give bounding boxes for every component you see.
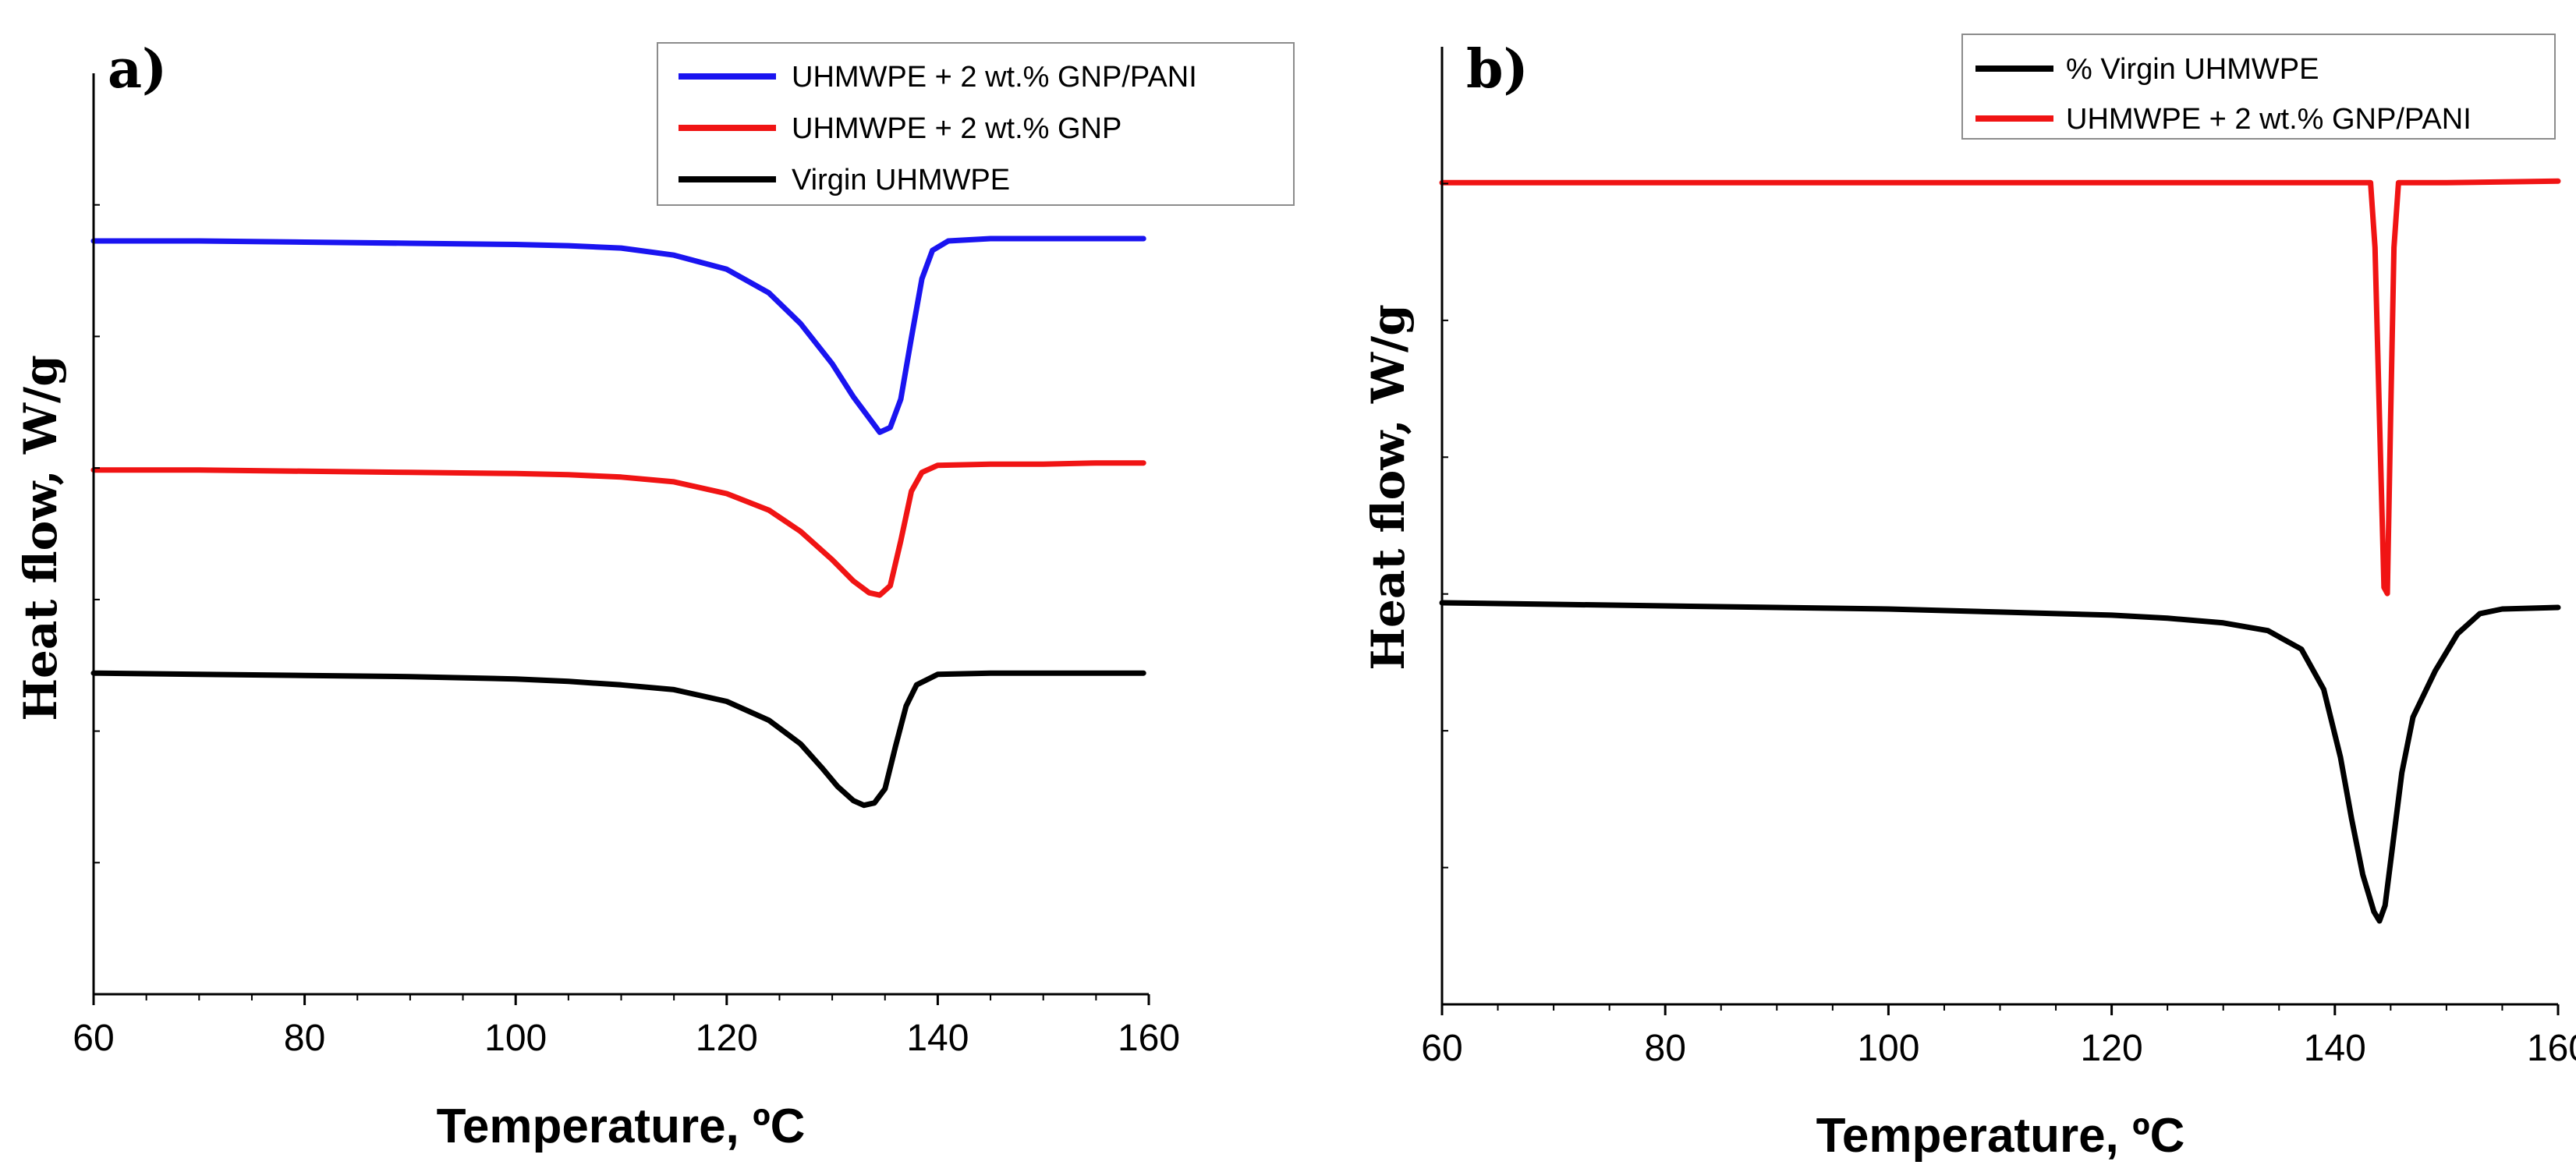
panel-b-y-axis-title: Heat flow, W/g xyxy=(1362,304,1415,671)
panel-a-x-tick-label: 140 xyxy=(906,1018,969,1059)
panel-a-label: a) xyxy=(108,38,167,101)
panel-b-x-tick-label: 80 xyxy=(1645,1028,1686,1069)
panel-b-x-tick-label: 140 xyxy=(2304,1028,2366,1069)
panel-a-legend-label-1: UHMWPE + 2 wt.% GNP/PANI xyxy=(792,61,1197,94)
panel-a-legend-items: UHMWPE + 2 wt.% GNP/PANI UHMWPE + 2 wt.% … xyxy=(679,61,1197,197)
panel-b-ticks: 60 80 100 120 140 160 xyxy=(1421,182,2576,1069)
panel-a-x-axis-title: Temperature, ºC xyxy=(437,1099,806,1153)
panel-a-series-line-1 xyxy=(90,235,1146,435)
panel-a-series-line-2 xyxy=(90,460,1146,598)
panel-a-legend-label-2: UHMWPE + 2 wt.% GNP xyxy=(792,112,1121,145)
panel-a-series-line-3 xyxy=(90,670,1146,809)
panel-b-series-line-1 xyxy=(1439,600,2561,924)
panel-b-series-layer xyxy=(1439,178,2561,924)
panel-a-legend: UHMWPE + 2 wt.% GNP/PANI UHMWPE + 2 wt.% … xyxy=(657,42,1295,206)
panel-a-x-tick-label: 100 xyxy=(484,1018,547,1059)
panel-b-x-tick-label: 160 xyxy=(2527,1028,2576,1069)
panel-a-ticks: 60 80 100 120 140 160 xyxy=(73,204,1180,1059)
panel-a-legend-label-3: Virgin UHMWPE xyxy=(792,164,1010,197)
panel-b-x-tick-label: 100 xyxy=(1857,1028,1919,1069)
panel-a-x-tick-label: 60 xyxy=(73,1018,114,1059)
panel-b-legend-label-2: UHMWPE + 2 wt.% GNP/PANI xyxy=(2066,103,2471,136)
panel-b-x-axis-title: Temperature, ºC xyxy=(1816,1109,2185,1163)
panel-b-x-tick-label: 60 xyxy=(1421,1028,1462,1069)
panel-b-legend-label-1: % Virgin UHMWPE xyxy=(2066,53,2319,86)
panel-b-series-line-2 xyxy=(1439,178,2561,597)
panel-a-x-tick-label: 160 xyxy=(1118,1018,1180,1059)
panel-b-legend-box xyxy=(1961,34,2556,140)
chart-panel-b: b) 60 80 100 120 140 160 Temperature, ºC Heat… xyxy=(1362,34,2576,1163)
panel-a-x-tick-label: 80 xyxy=(284,1018,325,1059)
panel-a-y-axis-title: Heat flow, W/g xyxy=(14,355,67,721)
panel-b-label: b) xyxy=(1466,38,1529,101)
panel-b-x-tick-label: 120 xyxy=(2081,1028,2143,1069)
panel-a-x-tick-label: 120 xyxy=(696,1018,758,1059)
panel-b-legend-items: % Virgin UHMWPE UHMWPE + 2 wt.% GNP/PANI xyxy=(1975,53,2471,136)
panel-a-series-layer xyxy=(90,235,1146,809)
chart-panel-a: a) 60 80 100 120 140 160 Temperature, ºC Heat… xyxy=(14,38,1295,1153)
panel-b-legend: % Virgin UHMWPE UHMWPE + 2 wt.% GNP/PANI xyxy=(1961,34,2556,140)
